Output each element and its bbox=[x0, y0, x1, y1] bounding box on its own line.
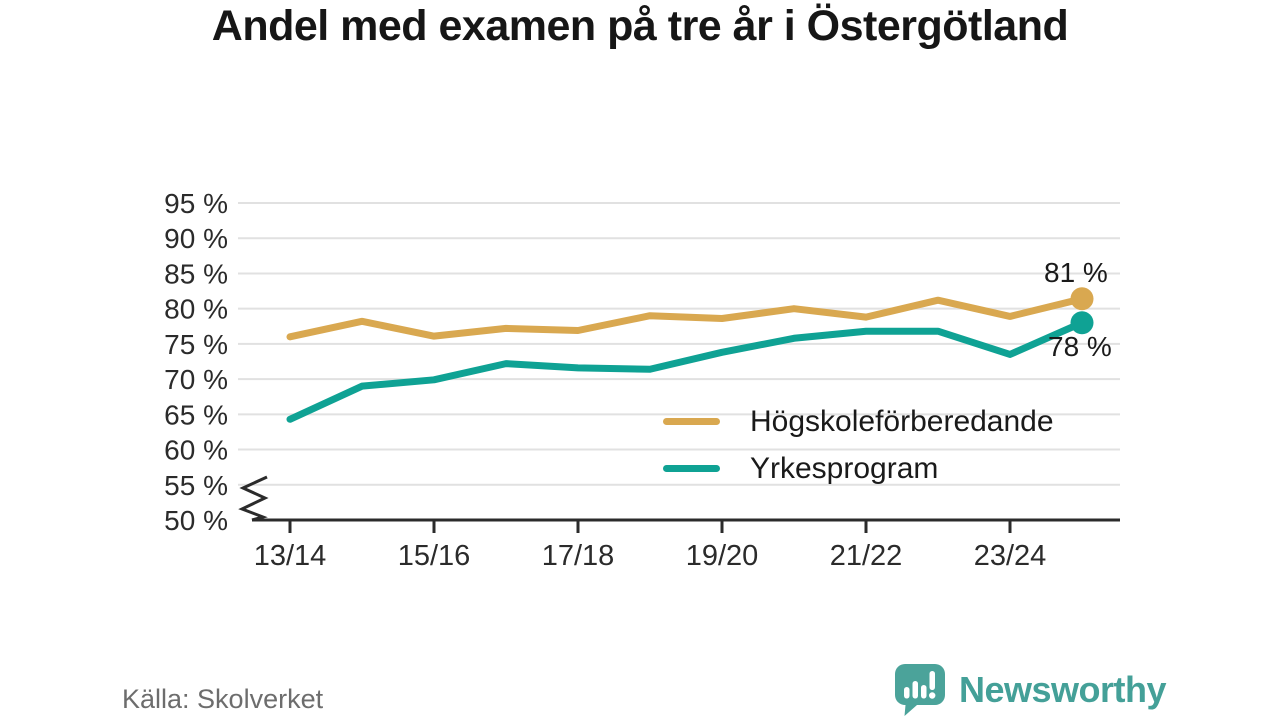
series-line-1 bbox=[286, 319, 1086, 423]
source-attribution: Källa: Skolverket bbox=[122, 684, 324, 714]
x-tick-label: 23/24 bbox=[974, 540, 1047, 572]
x-tick-label: 21/22 bbox=[830, 540, 903, 572]
y-tick-label: 90 % bbox=[164, 223, 228, 254]
y-tick-label: 75 % bbox=[164, 329, 228, 360]
series-end-dot-1 bbox=[1070, 311, 1094, 335]
bar-1 bbox=[904, 687, 910, 699]
newsworthy-wordmark: Newsworthy bbox=[959, 668, 1167, 710]
axis-break-zigzag bbox=[238, 475, 269, 522]
y-tick-label: 70 % bbox=[164, 364, 228, 395]
end-value-label-hogskoleforberedande: 81 % bbox=[1044, 257, 1108, 288]
legend-item-yrkesprogram: Yrkesprogram bbox=[663, 451, 1054, 486]
legend-item-hogskoleforberedande: Högskoleförberedande bbox=[663, 404, 1054, 439]
y-tick-label: 95 % bbox=[164, 188, 228, 219]
legend-label-yrkesprogram: Yrkesprogram bbox=[750, 451, 939, 485]
y-tick-label: 55 % bbox=[164, 470, 228, 501]
newsworthy-logo: Newsworthy bbox=[893, 663, 1167, 716]
y-tick-label: 60 % bbox=[164, 435, 228, 466]
y-tick-label: 85 % bbox=[164, 258, 228, 289]
x-tick-label: 19/20 bbox=[686, 540, 759, 572]
x-tick-label: 15/16 bbox=[398, 540, 471, 572]
chart-title: Andel med examen på tre år i Östergötlan… bbox=[211, 2, 1069, 50]
legend: Högskoleförberedande Yrkesprogram bbox=[663, 404, 1054, 486]
y-tick-label: 65 % bbox=[164, 399, 228, 430]
exclamation-dot bbox=[929, 692, 936, 699]
speech-bubble-shape bbox=[895, 664, 945, 716]
legend-label-hogskoleforberedande: Högskoleförberedande bbox=[750, 404, 1054, 438]
legend-swatch-hogskoleforberedande bbox=[663, 418, 720, 425]
x-tick-label: 17/18 bbox=[542, 540, 615, 572]
series-line-0 bbox=[286, 295, 1086, 341]
bar-3 bbox=[921, 685, 927, 699]
newsworthy-speech-bubble-chart-icon bbox=[895, 664, 945, 716]
y-tick-label: 50 % bbox=[164, 505, 228, 536]
y-tick-label: 80 % bbox=[164, 294, 228, 325]
bar-2 bbox=[912, 681, 918, 699]
legend-swatch-yrkesprogram bbox=[663, 465, 720, 472]
end-value-label-yrkesprogram: 78 % bbox=[1048, 331, 1112, 362]
series-end-dot-0 bbox=[1070, 287, 1094, 311]
exclamation-bar bbox=[929, 671, 935, 690]
x-tick-label: 13/14 bbox=[254, 540, 327, 572]
